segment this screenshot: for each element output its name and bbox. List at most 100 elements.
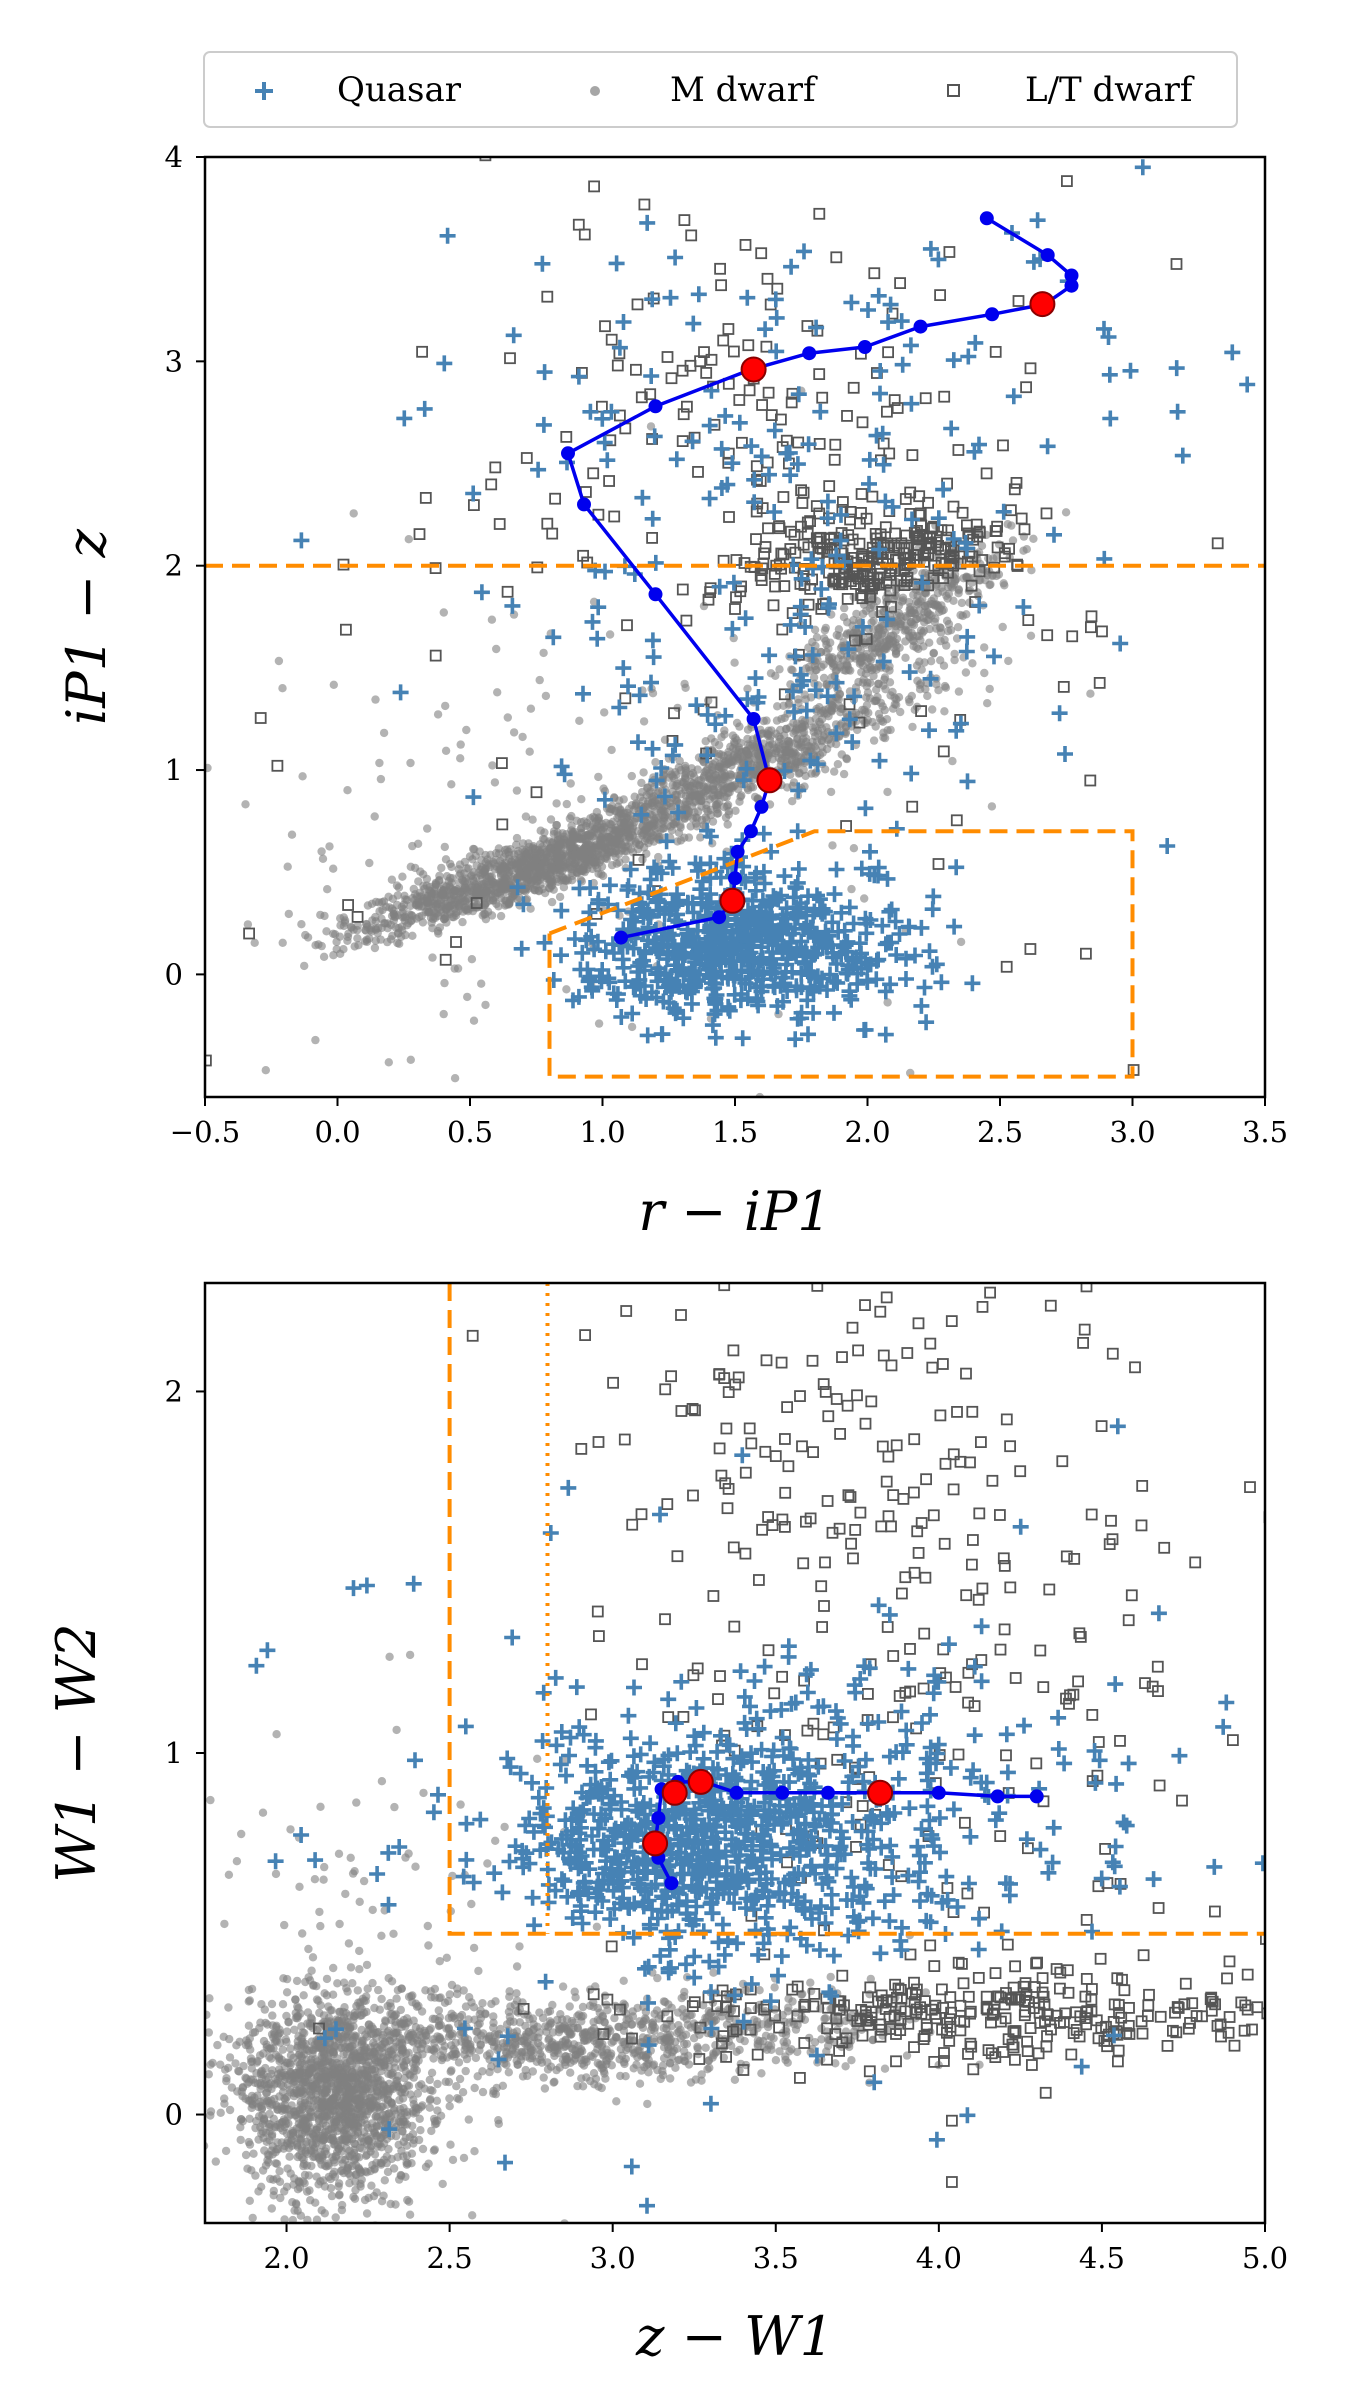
m-dwarf-point: [980, 668, 989, 678]
m-dwarf-point: [696, 790, 706, 799]
m-dwarf-point: [791, 764, 800, 773]
m-dwarf-point: [370, 812, 379, 821]
m-dwarf-point: [915, 685, 925, 694]
x-tick-label: 3.5: [1242, 1115, 1288, 1149]
m-dwarf-point: [901, 653, 910, 662]
m-dwarf-point: [539, 867, 548, 876]
quasar-point: [930, 251, 947, 268]
quasar-point: [1100, 329, 1117, 345]
track-point: [985, 307, 1000, 322]
legend-lt-dwarf-label: L/T dwarf: [1025, 70, 1195, 110]
m-dwarf-point: [567, 811, 576, 821]
m-dwarf-point: [940, 681, 950, 691]
quasar-point: [828, 674, 845, 691]
m-dwarf-point: [441, 701, 450, 711]
m-dwarf-point: [377, 1931, 386, 1941]
m-dwarf-point: [384, 1058, 393, 1067]
lt-dwarf-point: [479, 157, 492, 162]
quasar-point: [922, 670, 939, 687]
m-dwarf-point: [396, 2005, 405, 2015]
track-point: [754, 799, 769, 814]
m-dwarf-point: [483, 855, 492, 864]
lt-dwarf-point: [989, 345, 1002, 358]
m-dwarf-point: [368, 1978, 377, 1988]
lt-dwarf-point: [271, 759, 284, 772]
lt-dwarf-point: [761, 456, 774, 469]
quasar-point: [799, 992, 816, 1009]
lt-dwarf-point: [947, 551, 960, 563]
lt-dwarf-point: [777, 491, 790, 503]
lt-dwarf-point: [932, 858, 945, 870]
m-dwarf-point: [427, 892, 436, 901]
quasar-point: [797, 619, 814, 635]
legend-m-dwarf-label: M dwarf: [670, 70, 818, 110]
quasar-point: [765, 888, 782, 905]
lt-dwarf-point: [828, 453, 841, 466]
lt-dwarf-point: [893, 541, 906, 554]
lt-dwarf-point: [886, 307, 899, 320]
x-ticks-top: −0.5 0.0 0.5 1.0 1.5 2.0 2.5 3.0 3.5: [170, 1097, 1288, 1149]
quasar-point: [699, 706, 716, 723]
quasar-point: [1224, 344, 1241, 361]
m-dwarf-point: [987, 802, 997, 811]
lt-dwarf-point: [891, 402, 904, 414]
quasar-point: [692, 881, 709, 898]
quasar-point: [662, 289, 679, 306]
m-dwarf-point: [250, 938, 259, 947]
lt-dwarf-point: [879, 521, 892, 534]
lt-dwarf-point: [924, 538, 937, 551]
track-point: [730, 844, 745, 859]
m-dwarf-point: [766, 669, 776, 678]
m-dwarf-point: [833, 760, 843, 769]
m-dwarf-point: [730, 658, 739, 667]
m-dwarf-point: [468, 855, 477, 864]
quasar-point: [589, 933, 606, 950]
m-dwarf-point: [333, 1979, 342, 1988]
lt-dwarf-point: [496, 818, 509, 831]
m-dwarf-point: [828, 659, 838, 668]
m-dwarf-point: [593, 864, 602, 873]
quasar-point: [699, 747, 716, 764]
quasar-point: [1101, 366, 1118, 383]
m-dwarf-point: [371, 897, 381, 907]
lt-dwarf-point: [956, 506, 969, 519]
lt-dwarf-point: [730, 554, 743, 566]
m-dwarf-point: [925, 624, 934, 634]
m-dwarf-point: [231, 2059, 240, 2068]
quasar-point: [622, 861, 639, 878]
m-dwarf-point: [428, 953, 437, 962]
quasar-point: [819, 493, 836, 510]
m-dwarf-point: [879, 681, 888, 690]
m-dwarf-point: [725, 788, 734, 797]
quasar-point: [907, 947, 923, 964]
track-point: [648, 587, 663, 602]
m-dwarf-point: [827, 697, 836, 706]
m-dwarf-point: [592, 857, 601, 867]
m-dwarf-point: [490, 778, 500, 787]
m-dwarf-point: [701, 813, 710, 822]
m-dwarf-point: [392, 1994, 401, 2003]
quasar-point: [753, 448, 770, 465]
m-dwarf-point: [811, 714, 820, 723]
m-dwarf-point: [283, 862, 292, 871]
quasar-point: [742, 905, 759, 922]
lt-dwarf-point: [829, 575, 842, 587]
m-dwarf-point: [812, 665, 821, 675]
quasar-point: [878, 611, 895, 628]
lt-dwarf-point: [813, 207, 826, 220]
m-dwarf-point: [925, 638, 934, 647]
m-dwarf-point: [528, 815, 537, 824]
m-dwarf-point: [393, 929, 403, 938]
m-dwarf-point: [456, 740, 465, 749]
m-dwarf-point: [866, 663, 875, 673]
lt-dwarf-point: [1020, 381, 1032, 394]
lt-dwarf-point: [736, 436, 748, 449]
m-dwarf-point: [875, 625, 884, 634]
track-point: [979, 211, 994, 226]
m-dwarf-point: [418, 2144, 428, 2154]
quasar-point: [1168, 360, 1185, 377]
quasar-point: [800, 1026, 816, 1043]
m-dwarf-point: [274, 656, 284, 666]
quasar-point: [553, 947, 569, 964]
quasar-point: [739, 929, 756, 946]
